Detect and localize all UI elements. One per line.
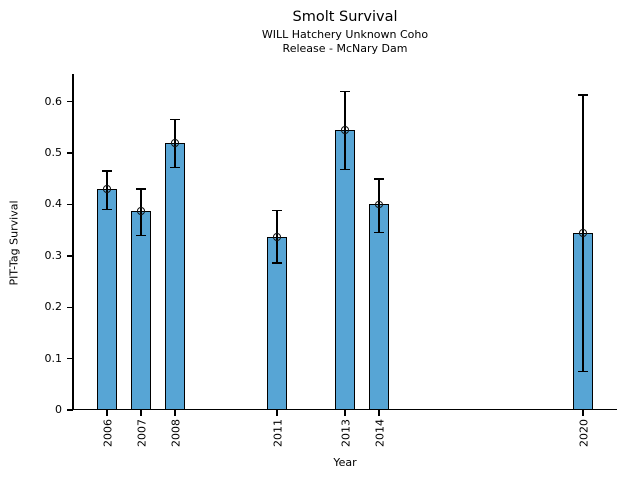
y-tick-mark [66,152,73,154]
error-bar-cap-top [340,90,350,93]
error-bar-cap-bottom [340,168,350,171]
data-point-marker [273,233,281,241]
chart-title: Smolt Survival [292,9,398,25]
chart-subtitle-line1: WILL Hatchery Unknown Coho [261,28,429,41]
bar [97,189,117,410]
y-tick-label: 0 [55,403,62,416]
y-tick-mark [66,203,73,206]
y-tick-label: 0.5 [44,146,63,160]
error-bar-cap-top [272,209,282,212]
x-tick-label: 2008 [169,419,182,447]
y-axis-label: PIT-Tag Survival [7,200,21,286]
error-bar-cap-top [136,188,146,190]
x-tick-label: 2013 [339,419,352,447]
x-tick-label: 2011 [271,419,284,447]
x-tick-mark [344,410,346,416]
error-bar-cap-bottom [578,370,588,373]
chart-subtitle-line2: Release - McNary Dam [282,41,408,55]
x-tick-mark [106,410,108,416]
x-tick-mark [276,410,278,416]
error-bar-cap-bottom [102,208,112,211]
x-tick-mark [582,410,584,416]
y-tick-mark [66,409,73,411]
y-tick-label: 0.3 [44,248,63,262]
y-tick-label: 0.4 [44,197,63,211]
x-tick-label: 2014 [373,419,386,447]
bar [165,142,185,410]
error-bar-cap-bottom [272,262,282,264]
error-bar-cap-top [102,170,112,172]
y-tick-label: 0.1 [44,351,63,365]
error-bar-cap-top [578,94,588,96]
y-axis-spine [72,74,74,410]
x-tick-mark [174,410,176,416]
x-tick-label: 2020 [577,419,590,447]
error-bar-cap-bottom [136,234,146,237]
y-tick-label: 0.6 [44,94,63,108]
data-point-marker [375,200,383,209]
error-bar-cap-top [374,178,384,180]
bar [335,129,355,410]
data-point-marker [103,185,111,193]
y-tick-label: 0.2 [44,300,63,314]
x-tick-mark [140,410,142,416]
x-axis-label: Year [333,456,357,469]
data-point-marker [171,139,179,147]
x-tick-label: 2006 [101,419,114,447]
y-tick-mark [66,357,73,360]
y-tick-mark [66,100,73,103]
bar [131,211,151,410]
x-tick-label: 2007 [135,419,148,447]
title-block: Smolt Survival WILL Hatchery Unknown Coh… [73,7,617,55]
data-point-marker [137,207,145,215]
error-bar-cap-bottom [170,166,180,169]
data-point-marker [341,126,349,134]
y-tick-mark [66,306,73,308]
bar [369,204,389,410]
y-tick-mark [66,255,73,257]
error-bar-cap-bottom [374,231,384,234]
x-tick-mark [378,410,380,416]
data-point-marker [579,229,587,238]
error-bar-cap-top [170,118,180,121]
